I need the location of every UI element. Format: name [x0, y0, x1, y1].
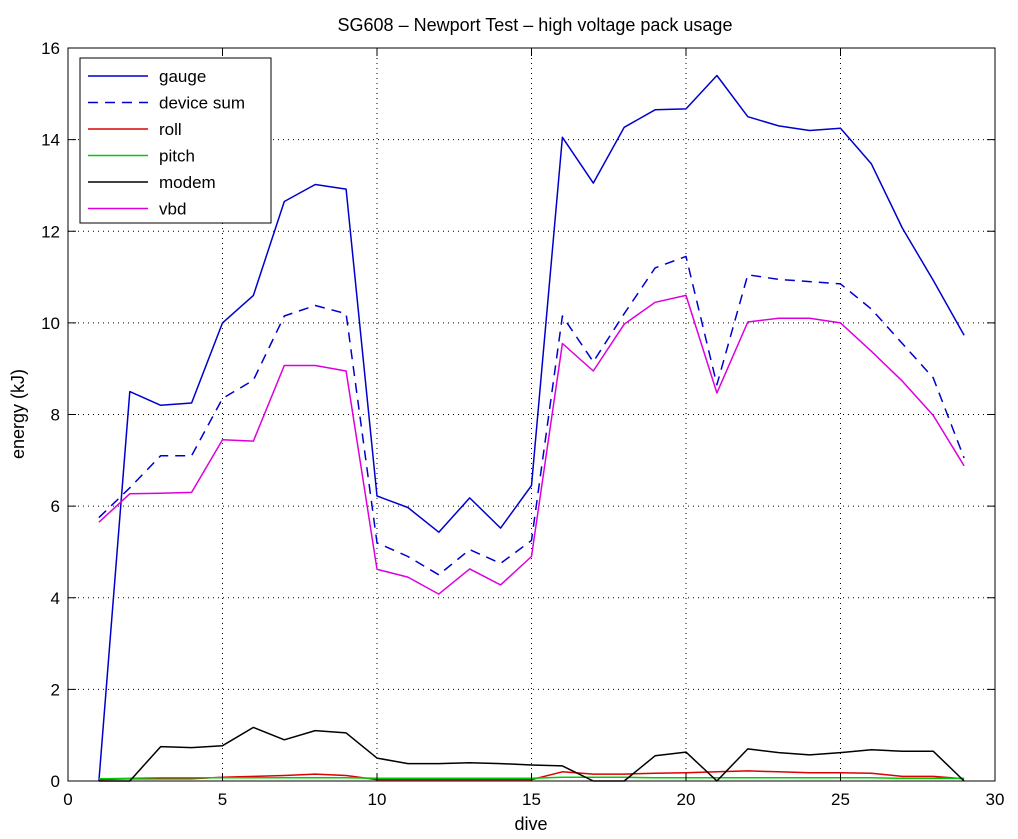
x-tick-label: 30: [986, 790, 1005, 809]
y-tick-label: 10: [41, 314, 60, 333]
series-line-device-sum: [98, 255, 965, 576]
legend-label-modem: modem: [159, 173, 216, 192]
legend-label-device-sum: device sum: [159, 94, 245, 113]
y-tick-label: 0: [51, 772, 60, 791]
y-tick-label: 2: [51, 680, 60, 699]
legend-label-vbd: vbd: [159, 200, 186, 219]
y-tick-label: 16: [41, 39, 60, 58]
legend: gauge device sum roll pitch modem vbd: [79, 57, 272, 224]
x-tick-label: 0: [63, 790, 72, 809]
y-tick-label: 12: [41, 222, 60, 241]
grid-lines: [68, 48, 995, 781]
x-tick-label: 20: [677, 790, 696, 809]
axis-ticks: 0 5 10 15 20 25 30 0 2 4 6 8 10 12 14 16: [41, 39, 1004, 809]
chart-title: SG608 – Newport Test – high voltage pack…: [338, 15, 733, 35]
series-line-modem: [98, 726, 965, 782]
y-tick-label: 8: [51, 406, 60, 425]
y-tick-label: 6: [51, 497, 60, 516]
y-tick-label: 14: [41, 131, 60, 150]
legend-label-pitch: pitch: [159, 147, 195, 166]
legend-box: [79, 57, 272, 224]
series-line-vbd: [98, 294, 965, 595]
x-axis-label: dive: [514, 814, 547, 834]
x-tick-label: 5: [218, 790, 227, 809]
legend-label-roll: roll: [159, 120, 182, 139]
x-tick-label: 15: [522, 790, 541, 809]
series-lines: [98, 74, 965, 782]
y-tick-label: 4: [51, 589, 60, 608]
x-tick-label: 10: [368, 790, 387, 809]
legend-label-gauge: gauge: [159, 67, 206, 86]
y-axis-label: energy (kJ): [8, 369, 28, 459]
x-tick-label: 25: [831, 790, 850, 809]
series-line-gauge: [98, 74, 965, 782]
